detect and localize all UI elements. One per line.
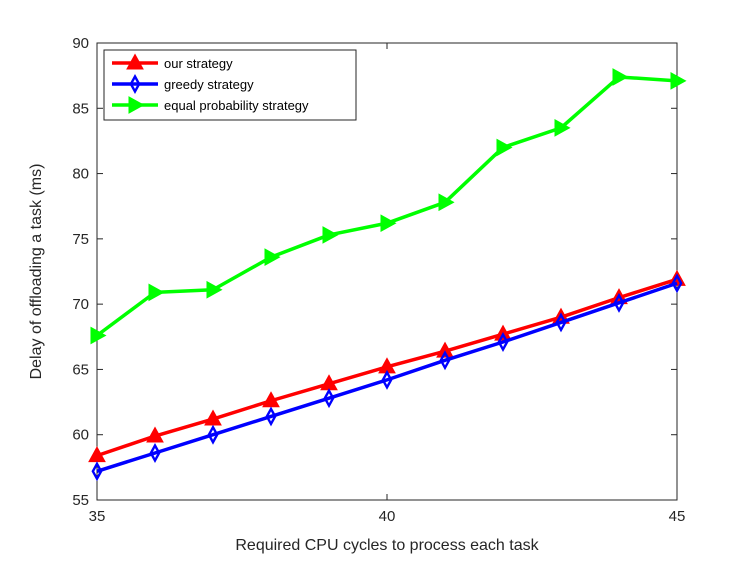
y-tick-label: 85 — [72, 100, 89, 117]
data-point — [670, 71, 687, 90]
legend-label: our strategy — [164, 56, 233, 71]
legend-label: equal probability strategy — [164, 98, 309, 113]
data-point — [671, 273, 683, 294]
series-equal-probability-strategy — [90, 68, 687, 345]
y-tick-label: 65 — [72, 361, 89, 378]
series-line — [96, 281, 678, 473]
axes: 35 40 45 55 60 65 70 75 80 85 90 — [72, 35, 685, 525]
data-point — [439, 350, 451, 371]
data-point — [146, 426, 164, 443]
data-point — [90, 326, 107, 345]
y-tick-label: 55 — [72, 492, 89, 509]
y-tick-label: 70 — [72, 296, 89, 313]
legend-item: greedy strategy — [112, 74, 254, 94]
data-point — [613, 292, 625, 313]
x-tick-label: 35 — [89, 508, 106, 525]
x-axis-label: Required CPU cycles to process each task — [235, 537, 539, 554]
data-point — [323, 388, 335, 409]
y-axis-label: Delay of offloading a task (ms) — [28, 164, 45, 380]
data-point — [206, 280, 223, 299]
y-tick-label: 75 — [72, 231, 89, 248]
legend-marker — [126, 53, 144, 70]
y-tick-label: 90 — [72, 35, 89, 52]
data-point — [380, 214, 397, 233]
legend-label: greedy strategy — [164, 77, 254, 92]
legend: our strategy greedy strategy equal probabi… — [103, 49, 357, 121]
series-layer — [88, 68, 687, 482]
series-greedy-strategy — [91, 273, 683, 482]
data-point — [264, 248, 281, 267]
data-point — [496, 138, 513, 157]
legend-item: equal probability strategy — [112, 96, 309, 114]
legend-marker — [129, 74, 141, 94]
data-point — [149, 443, 161, 463]
data-point — [555, 312, 567, 333]
x-tick-label: 40 — [379, 508, 396, 525]
data-point — [207, 424, 219, 445]
y-tick-label: 80 — [72, 166, 89, 183]
data-point — [612, 68, 629, 86]
data-point — [381, 369, 393, 390]
data-point — [322, 226, 339, 244]
legend-marker — [128, 96, 145, 114]
data-point — [265, 406, 277, 427]
legend-item: our strategy — [112, 53, 233, 71]
data-point — [436, 341, 454, 358]
x-tick-label: 45 — [669, 508, 686, 525]
y-tick-label: 60 — [72, 427, 89, 444]
data-point — [554, 118, 571, 137]
data-point — [438, 193, 455, 212]
data-point — [91, 461, 103, 482]
data-point — [148, 283, 165, 302]
data-point — [497, 332, 509, 352]
